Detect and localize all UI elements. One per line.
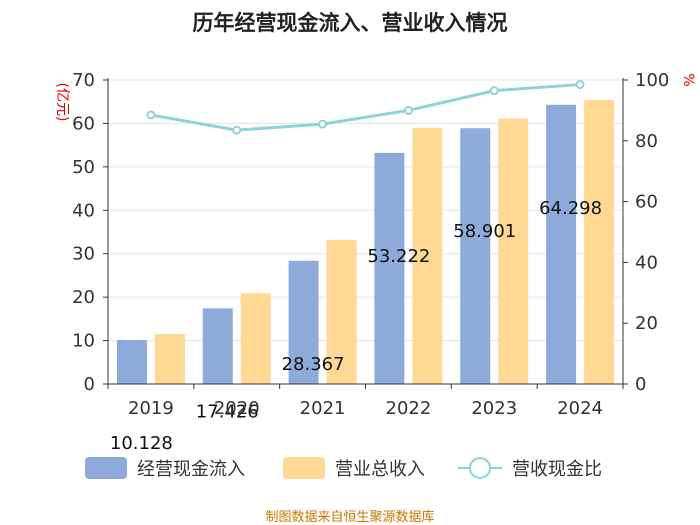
y-right-tick-label: 60 xyxy=(635,192,658,213)
line-point xyxy=(146,110,156,120)
data-labels: 10.128 17.426 28.367 53.222 58.901 64.298 xyxy=(110,198,602,454)
legend: 经营现金流入 营业总收入 营收现金比 xyxy=(85,457,602,480)
gridlines xyxy=(108,79,623,385)
y-left-tick-label: 70 xyxy=(72,70,95,91)
y-right-tick-label: 20 xyxy=(635,313,658,334)
y-left-unit: (亿元) xyxy=(54,83,70,122)
series-line xyxy=(150,83,581,132)
data-label: 64.298 xyxy=(539,198,602,219)
y-left-tick-label: 40 xyxy=(72,200,95,221)
bar xyxy=(460,128,491,384)
legend-marker xyxy=(469,457,491,479)
x-tick-label: 2019 xyxy=(128,398,174,419)
line-point xyxy=(575,80,585,90)
y-left-tick-label: 20 xyxy=(72,287,95,308)
bar xyxy=(154,334,185,384)
y-left-tick-label: 50 xyxy=(72,157,95,178)
legend-swatch xyxy=(85,457,127,479)
bar xyxy=(202,308,233,384)
y-right-tick-label: 0 xyxy=(635,374,646,395)
legend-label: 经营现金流入 xyxy=(137,459,245,480)
y-left-tick-label: 60 xyxy=(72,113,95,134)
line-point xyxy=(232,125,242,135)
bar xyxy=(326,239,357,384)
legend-label: 营收现金比 xyxy=(512,459,602,480)
y-left-tick-label: 30 xyxy=(72,244,95,265)
y-left-tick-label: 0 xyxy=(84,374,95,395)
x-tick-label: 2022 xyxy=(386,398,432,419)
bar xyxy=(288,260,319,384)
bar xyxy=(374,152,405,384)
data-label: 17.426 xyxy=(196,401,259,422)
bars xyxy=(116,99,615,385)
bar xyxy=(412,127,443,385)
bar xyxy=(498,118,529,384)
source-note: 制图数据来自恒生聚源数据库 xyxy=(265,509,434,525)
y-left-tick-label: 10 xyxy=(72,331,95,352)
ratio-line xyxy=(146,80,585,135)
data-label: 28.367 xyxy=(282,354,345,375)
line-point xyxy=(489,86,499,96)
x-tick-label: 2021 xyxy=(300,398,346,419)
y-right-tick-label: 80 xyxy=(635,131,658,152)
data-label: 58.901 xyxy=(453,221,516,242)
bar xyxy=(584,99,615,384)
chart-title: 历年经营现金流入、营业收入情况 xyxy=(193,11,508,35)
y-right-tick-label: 100 xyxy=(635,70,669,91)
line-point xyxy=(403,105,413,115)
y-right-unit: % xyxy=(680,73,696,86)
line-point xyxy=(318,119,328,129)
data-label: 10.128 xyxy=(110,433,173,454)
x-tick-label: 2023 xyxy=(471,398,517,419)
bar xyxy=(116,340,147,384)
y-right-tick-label: 40 xyxy=(635,252,658,273)
bar xyxy=(240,293,271,384)
bar xyxy=(546,104,577,384)
legend-label: 营业总收入 xyxy=(335,459,425,480)
legend-swatch xyxy=(283,457,325,479)
axes: 0 10 20 30 40 50 60 70 0 20 40 60 80 100 (亿元)% 2019 2020… xyxy=(54,70,696,419)
x-tick-label: 2024 xyxy=(557,398,603,419)
data-label: 53.222 xyxy=(367,246,430,267)
x-tick-label: 2020 xyxy=(214,398,260,419)
